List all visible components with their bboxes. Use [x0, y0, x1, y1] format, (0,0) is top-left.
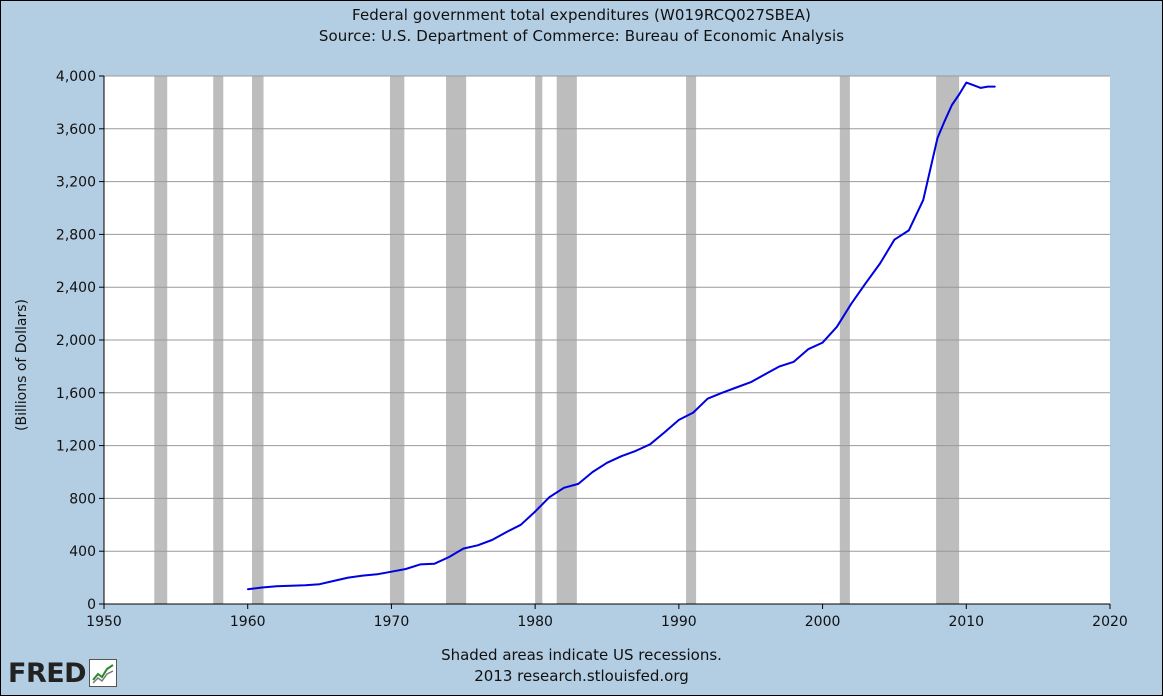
data-point-0-44 [879, 262, 881, 265]
data-point-0-5 [318, 583, 321, 585]
chart-title: Federal government total expenditures (W… [352, 6, 811, 24]
fred-logo-icon [89, 659, 118, 687]
x-tick-label-0: 1950 [86, 614, 122, 630]
data-point-0-11 [405, 568, 407, 570]
data-point-0-16 [476, 544, 479, 547]
y-ticks: 0 400 800 1,200 1,600 2,000 2,400 2,800 3,200 3,6… [56, 69, 104, 613]
source-credit: 2013 research.stlouisfed.org [474, 667, 689, 685]
fred-logo: FRED [8, 657, 118, 689]
data-point-0-7 [347, 576, 350, 579]
data-point-0-18 [505, 531, 508, 533]
data-point-0-39 [807, 348, 809, 351]
y-tick-label-2: 800 [69, 491, 96, 507]
data-point-0-24 [591, 471, 594, 473]
data-point-0-55 [987, 85, 989, 88]
x-tick-label-6: 2010 [948, 614, 984, 630]
data-point-0-54 [979, 87, 982, 89]
y-tick-label-8: 3,200 [56, 175, 96, 191]
data-point-0-48 [936, 137, 939, 139]
data-point-0-28 [649, 443, 651, 446]
x-ticks: 1950 1960 1970 1980 1990 2000 2010 2020 [86, 604, 1128, 630]
data-point-0-47 [922, 199, 924, 201]
data-point-0-46 [908, 229, 910, 232]
y-tick-label-0: 0 [87, 597, 96, 613]
y-tick-label-4: 1,600 [56, 386, 96, 402]
data-point-0-30 [678, 419, 680, 421]
y-tick-label-10: 4,000 [56, 69, 96, 85]
x-tick-label-3: 1980 [517, 614, 553, 630]
data-point-0-21 [548, 496, 551, 498]
data-point-0-10 [390, 570, 393, 573]
data-point-0-37 [778, 365, 781, 368]
data-point-0-13 [433, 562, 436, 565]
data-point-0-19 [519, 524, 522, 526]
chart-subtitle: Source: U.S. Department of Commerce: Bur… [318, 27, 845, 45]
data-point-0-1 [261, 586, 263, 589]
data-point-0-45 [893, 238, 896, 241]
data-point-0-52 [965, 81, 968, 84]
gridlines [104, 75, 1110, 552]
y-tick-label-1: 400 [69, 544, 96, 560]
data-point-0-23 [577, 483, 580, 485]
data-point-0-40 [821, 341, 824, 344]
data-point-0-20 [534, 510, 536, 513]
data-point-0-29 [663, 431, 666, 434]
data-point-0-4 [304, 584, 307, 587]
y-tick-label-3: 1,200 [56, 439, 96, 455]
x-tick-label-5: 2000 [805, 614, 841, 630]
fred-logo-text: FRED [8, 657, 87, 689]
data-point-0-0 [246, 588, 249, 591]
data-point-0-27 [634, 450, 637, 452]
data-point-0-17 [491, 539, 493, 541]
data-point-0-49 [943, 120, 946, 122]
data-point-0-51 [958, 93, 960, 96]
data-point-0-12 [419, 563, 421, 566]
data-point-0-32 [706, 397, 709, 400]
data-point-0-43 [864, 282, 867, 285]
data-point-0-35 [749, 381, 752, 384]
y-tick-label-6: 2,400 [56, 280, 96, 296]
data-point-0-42 [850, 302, 853, 305]
recession-note: Shaded areas indicate US recessions. [441, 646, 722, 664]
data-point-0-22 [563, 487, 565, 489]
data-point-0-41 [836, 326, 838, 328]
data-point-0-9 [376, 573, 378, 576]
data-point-0-14 [448, 556, 450, 558]
data-point-0-31 [692, 411, 695, 414]
data-point-0-26 [620, 455, 623, 457]
series-group [246, 81, 996, 591]
data-point-0-25 [606, 461, 608, 464]
data-point-0-34 [735, 386, 738, 389]
data-point-0-50 [951, 104, 953, 106]
y-tick-label-9: 3,600 [56, 122, 96, 138]
y-tick-label-5: 2,000 [56, 333, 96, 349]
data-point-0-33 [721, 392, 723, 394]
data-point-0-3 [290, 584, 292, 587]
data-point-0-56 [994, 85, 996, 88]
y-tick-label-7: 2,800 [56, 227, 96, 243]
data-point-0-6 [333, 580, 335, 582]
x-tick-label-1: 1960 [230, 614, 266, 630]
data-point-0-8 [361, 574, 364, 577]
x-tick-label-2: 1970 [374, 614, 410, 630]
data-point-0-2 [275, 585, 278, 587]
x-tick-label-4: 1990 [661, 614, 697, 630]
data-point-0-38 [793, 360, 795, 363]
data-point-0-53 [972, 84, 975, 87]
data-point-0-36 [764, 373, 766, 376]
x-tick-label-7: 2020 [1092, 614, 1128, 630]
data-point-0-15 [462, 547, 465, 550]
